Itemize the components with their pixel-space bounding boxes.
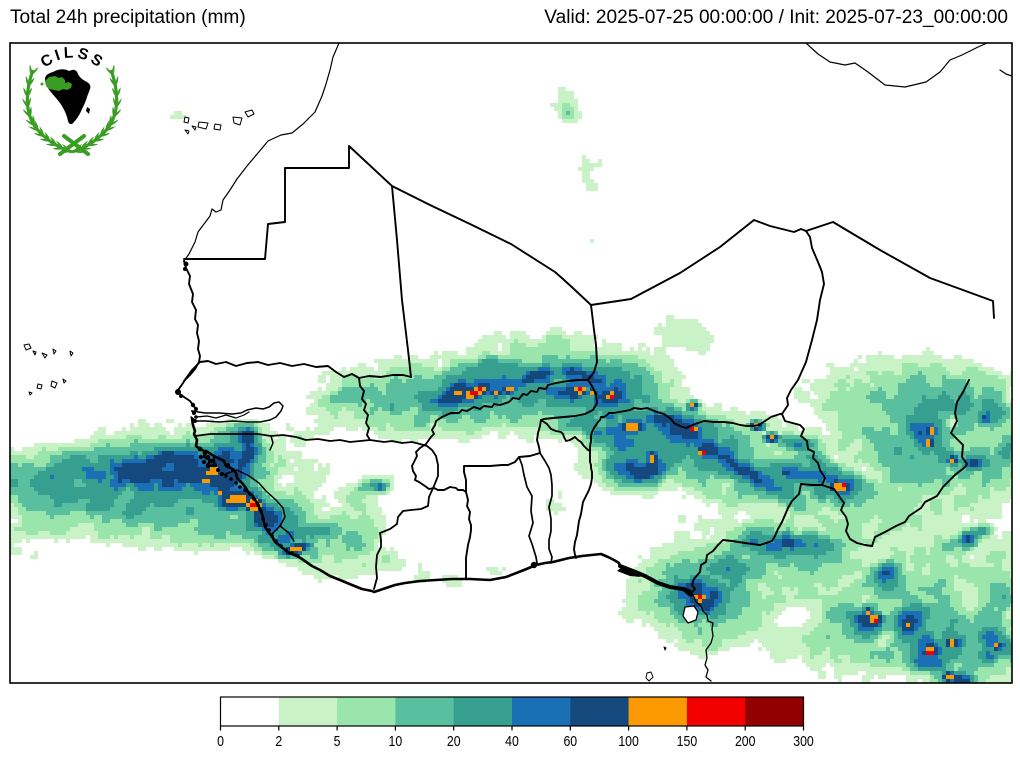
svg-text:Valid: 2025-07-25 00:00:00 / I: Valid: 2025-07-25 00:00:00 / Init: 2025-… [544,7,1008,28]
svg-text:300: 300 [793,733,814,749]
svg-text:40: 40 [505,733,519,749]
svg-text:2: 2 [275,733,282,749]
svg-text:10: 10 [389,733,403,749]
svg-text:5: 5 [334,733,341,749]
svg-text:100: 100 [618,733,639,749]
svg-text:Total 24h precipitation (mm): Total 24h precipitation (mm) [10,7,246,28]
svg-text:0: 0 [217,733,224,749]
svg-text:200: 200 [735,733,756,749]
svg-text:60: 60 [563,733,577,749]
svg-text:150: 150 [677,733,698,749]
svg-text:20: 20 [447,733,461,749]
